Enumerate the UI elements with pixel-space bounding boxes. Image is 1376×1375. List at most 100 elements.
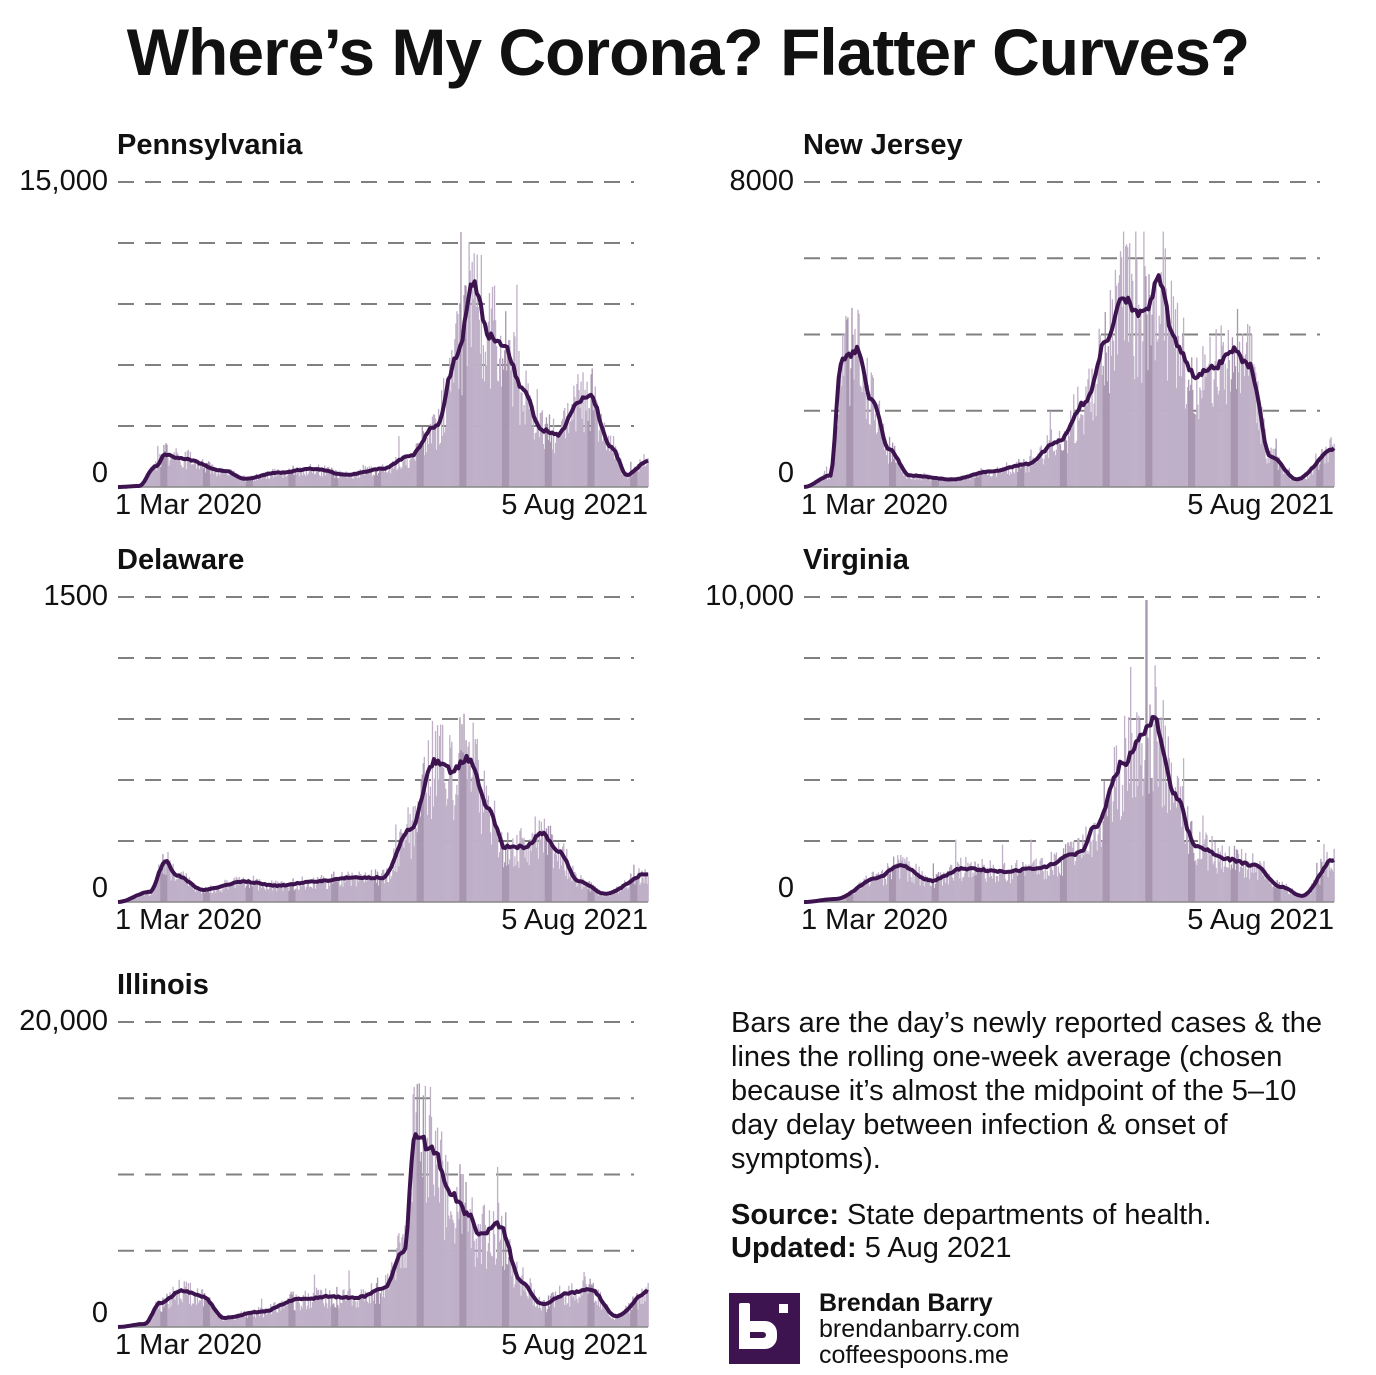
daily-bar xyxy=(390,878,392,902)
daily-bar xyxy=(357,470,359,487)
daily-bar xyxy=(973,471,975,487)
daily-bar xyxy=(439,442,442,487)
daily-bar xyxy=(537,1308,539,1327)
daily-bar xyxy=(1192,389,1194,487)
daily-bar xyxy=(1101,375,1103,487)
daily-bar xyxy=(1138,715,1140,902)
daily-bar xyxy=(246,476,249,487)
daily-bar xyxy=(844,896,846,902)
daily-bar xyxy=(413,846,415,902)
daily-bar xyxy=(874,878,877,902)
daily-bar xyxy=(376,475,379,487)
daily-bar xyxy=(491,286,494,487)
daily-bar xyxy=(603,422,606,487)
daily-bar xyxy=(1095,841,1097,902)
daily-bar xyxy=(247,878,250,902)
daily-bar xyxy=(1298,897,1301,902)
daily-bar xyxy=(196,463,199,487)
daily-bar xyxy=(560,1298,562,1327)
daily-bar xyxy=(437,1187,440,1327)
daily-bar xyxy=(308,887,311,902)
daily-bar xyxy=(876,432,879,487)
daily-bar xyxy=(960,857,962,902)
daily-bar xyxy=(584,389,586,487)
daily-bar xyxy=(1052,874,1055,902)
daily-bar xyxy=(186,1295,188,1327)
daily-bar xyxy=(922,882,924,902)
daily-bar xyxy=(327,1308,329,1327)
rolling-average-line xyxy=(804,715,1335,904)
daily-bar xyxy=(507,1264,509,1327)
daily-bar xyxy=(884,878,887,902)
daily-bar xyxy=(392,460,394,487)
daily-bar xyxy=(394,871,396,902)
daily-bar xyxy=(179,1298,181,1327)
daily-bar xyxy=(349,878,351,902)
daily-bar xyxy=(184,1286,186,1327)
daily-bar xyxy=(1204,354,1206,487)
daily-bar xyxy=(237,1313,239,1327)
daily-bar xyxy=(588,408,590,487)
daily-bar xyxy=(552,1292,555,1327)
daily-bar xyxy=(219,475,221,487)
daily-bar xyxy=(338,877,340,902)
daily-bar xyxy=(218,888,220,902)
daily-bar xyxy=(366,1301,369,1327)
brand-link-site[interactable]: brendanbarry.com xyxy=(819,1315,1021,1343)
daily-bar xyxy=(1239,866,1242,902)
daily-bar xyxy=(354,874,356,902)
daily-bar xyxy=(524,424,526,487)
daily-bar xyxy=(1328,859,1330,902)
daily-bar xyxy=(1282,474,1284,487)
daily-bar xyxy=(226,1318,228,1327)
daily-bar xyxy=(421,1177,423,1327)
daily-bar xyxy=(1317,462,1319,487)
daily-bar xyxy=(1221,345,1223,487)
daily-bar xyxy=(609,1316,612,1327)
daily-bar xyxy=(327,467,329,487)
daily-bar xyxy=(458,388,460,487)
daily-bar xyxy=(1116,354,1119,487)
daily-bar xyxy=(285,1305,287,1327)
daily-bar xyxy=(433,414,436,487)
daily-bar xyxy=(498,358,501,487)
daily-bar xyxy=(847,894,849,902)
daily-bar xyxy=(548,844,551,902)
daily-bar xyxy=(511,367,513,487)
daily-bar xyxy=(171,870,173,902)
daily-bar xyxy=(1297,896,1300,902)
daily-bar xyxy=(440,764,443,902)
daily-bar xyxy=(278,883,280,902)
daily-bar xyxy=(134,897,137,902)
daily-bar xyxy=(1043,458,1045,487)
daily-bar xyxy=(293,1309,295,1327)
daily-bar xyxy=(237,474,239,487)
daily-bar xyxy=(560,850,562,902)
daily-bar xyxy=(1066,842,1069,902)
daily-bar xyxy=(1134,379,1136,487)
daily-bar xyxy=(1198,419,1200,487)
daily-bar xyxy=(160,1311,162,1327)
daily-bar xyxy=(446,805,448,902)
daily-bar xyxy=(588,1284,590,1327)
daily-bar xyxy=(449,1219,451,1327)
daily-bar xyxy=(253,1309,256,1327)
daily-bar xyxy=(1000,873,1003,902)
daily-bar xyxy=(1312,474,1314,487)
daily-bar xyxy=(442,435,444,487)
daily-bar xyxy=(1276,456,1278,487)
daily-bar xyxy=(518,350,520,487)
daily-bar xyxy=(994,882,997,902)
daily-bar xyxy=(905,472,907,487)
daily-bar xyxy=(900,854,902,902)
brand-link-blog[interactable]: coffeespoons.me xyxy=(819,1341,1009,1369)
daily-bar xyxy=(1030,449,1032,487)
daily-bar xyxy=(230,1319,232,1327)
daily-bar xyxy=(1205,376,1207,487)
daily-bar xyxy=(535,432,537,487)
daily-bar xyxy=(561,1293,563,1327)
daily-bar xyxy=(213,886,215,902)
daily-bar xyxy=(314,888,317,902)
daily-bar xyxy=(505,849,507,902)
daily-bar xyxy=(1250,371,1252,487)
